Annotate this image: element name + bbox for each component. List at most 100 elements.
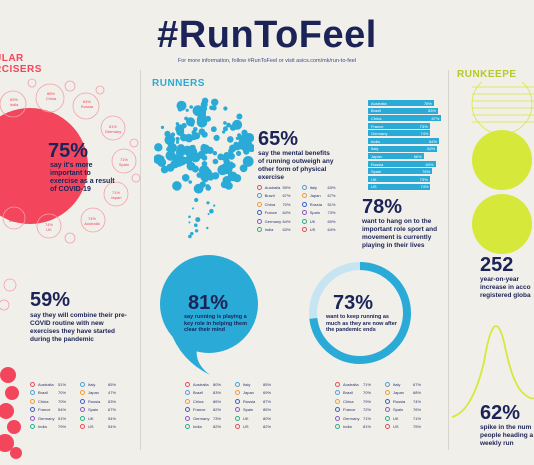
bubble (200, 143, 208, 151)
country-value: 82% (263, 424, 272, 430)
table-row: Australia 59% Italy 63% (257, 183, 347, 192)
bubble (220, 180, 229, 189)
bubble (240, 132, 252, 144)
bubble (173, 157, 184, 167)
stat-65-text: say the mental benefits of running outwe… (258, 150, 334, 181)
country-dot (257, 201, 262, 207)
country-dot (335, 381, 340, 387)
country-dot (257, 227, 262, 233)
bubble (201, 154, 208, 161)
country-dot (235, 424, 240, 430)
country-name: Australia (38, 381, 54, 387)
bubble (209, 208, 214, 214)
country-dot (302, 184, 307, 190)
bubble (198, 108, 207, 116)
bar-label: Italy (371, 146, 379, 152)
bubble (172, 181, 182, 191)
country-value: 70% (58, 390, 67, 396)
country-dot (257, 218, 262, 224)
country-name: Brazil (193, 390, 204, 396)
country-dot (80, 407, 85, 413)
bar-label: India (371, 138, 380, 144)
bubble (185, 108, 189, 112)
country-dot (235, 381, 240, 387)
ring-label: 74% Australia (84, 216, 100, 226)
stat-252-value: 252 (480, 254, 514, 276)
country-value: 79% (58, 424, 67, 430)
country-name: US (309, 227, 316, 233)
bubble (210, 126, 217, 133)
bubble (211, 98, 219, 106)
stat-73-value: 73% (333, 292, 374, 314)
bubble (201, 131, 208, 138)
stat-62-text: spike in the num people heading a weekly… (480, 424, 534, 447)
bar-label: China (371, 115, 382, 121)
country-dot (30, 415, 35, 421)
stat-73-ring (309, 262, 411, 364)
country-name: India (193, 424, 202, 430)
country-name: Brazil (38, 390, 49, 396)
bar-value: 80% (425, 161, 434, 167)
table-row: France 72% Spain 76% (335, 406, 435, 415)
bubble (154, 143, 163, 152)
country-dot (80, 398, 85, 404)
country-dot (30, 424, 35, 430)
bubble (223, 106, 228, 111)
country-dot (385, 424, 390, 430)
table-73: Australia 71% Italy 67% Brazil 70% Japan 68% Chi… (335, 380, 435, 431)
country-value: 59% (282, 184, 291, 190)
bubble (194, 223, 198, 227)
dot-column (0, 265, 28, 460)
table-row: France 82% Spain 85% (185, 406, 285, 415)
table-row: Brazil 70% Japan 68% (335, 389, 435, 398)
table-row: Australia 71% Italy 67% (335, 380, 435, 389)
country-name: Russia (88, 398, 101, 404)
bubble (181, 174, 190, 182)
country-value: 71% (413, 415, 422, 421)
country-value: 51% (327, 201, 336, 207)
country-value: 70% (363, 390, 372, 396)
bubble (242, 166, 247, 172)
country-name: France (343, 407, 356, 413)
table-81: Australia 80% Italy 85% Brazil 83% Japan 69% Chi… (185, 380, 285, 431)
bubble (181, 122, 187, 129)
country-dot (385, 398, 390, 404)
country-name: Japan (393, 390, 404, 396)
bubble (223, 121, 227, 125)
country-value: 67% (327, 193, 336, 199)
table-65: Australia 59% Italy 63% Brazil 67% Japan 67% Chi… (257, 183, 347, 234)
country-value: 82% (213, 424, 222, 430)
country-dot (335, 398, 340, 404)
table-row: China 86% Russia 87% (185, 397, 285, 406)
bubble (176, 100, 187, 111)
ring-label: 89% India (9, 97, 19, 107)
ring-graphic (0, 78, 142, 258)
bar-value: 74% (420, 184, 429, 190)
country-dot (30, 381, 35, 387)
country-value: 81% (363, 424, 372, 430)
country-dot (302, 193, 307, 199)
bubble (209, 105, 214, 111)
table-row: India 79% US 54% (30, 423, 135, 432)
country-value: 63% (327, 184, 336, 190)
country-value: 80% (213, 381, 222, 387)
country-dot (30, 398, 35, 404)
stat-78-text: want to hang on to the important role sp… (362, 218, 438, 249)
table-row: India 63% US 64% (257, 226, 347, 235)
table-row: France 54% Spain 67% (30, 406, 135, 415)
country-dot (30, 390, 35, 396)
bubble (223, 126, 228, 132)
stat-59-text: say they will combine their pre-COVID ro… (30, 312, 127, 343)
country-value: 51% (58, 381, 67, 387)
country-name: France (38, 407, 51, 413)
bubble (186, 146, 198, 158)
country-value: 74% (413, 398, 422, 404)
country-dot (80, 381, 85, 387)
country-name: Russia (393, 398, 406, 404)
country-value: 67% (282, 193, 291, 199)
stat-252-text: year-on-year increase in acco registered… (480, 276, 531, 299)
bubble (223, 163, 227, 167)
bubble (165, 150, 176, 161)
bubble (188, 221, 191, 224)
country-value: 87% (263, 398, 272, 404)
